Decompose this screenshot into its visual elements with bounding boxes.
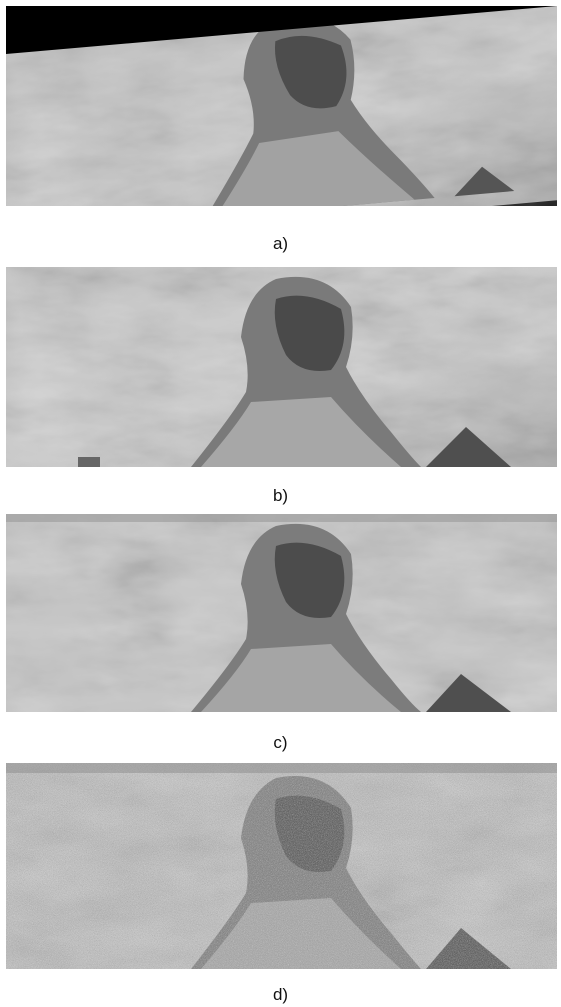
caption-c: c) <box>273 733 288 752</box>
sphinx-image-c <box>6 514 557 712</box>
caption-b: b) <box>272 486 289 505</box>
sphinx-image-d <box>6 763 557 969</box>
sphinx-image-b <box>6 267 557 467</box>
panel-b-image <box>6 267 557 467</box>
panel-a-image <box>6 6 557 206</box>
caption-d: d) <box>272 985 289 1004</box>
panel-c-image <box>6 514 557 712</box>
panel-d-image <box>6 763 557 969</box>
caption-a: a) <box>272 234 289 253</box>
sphinx-image-a <box>6 6 557 206</box>
